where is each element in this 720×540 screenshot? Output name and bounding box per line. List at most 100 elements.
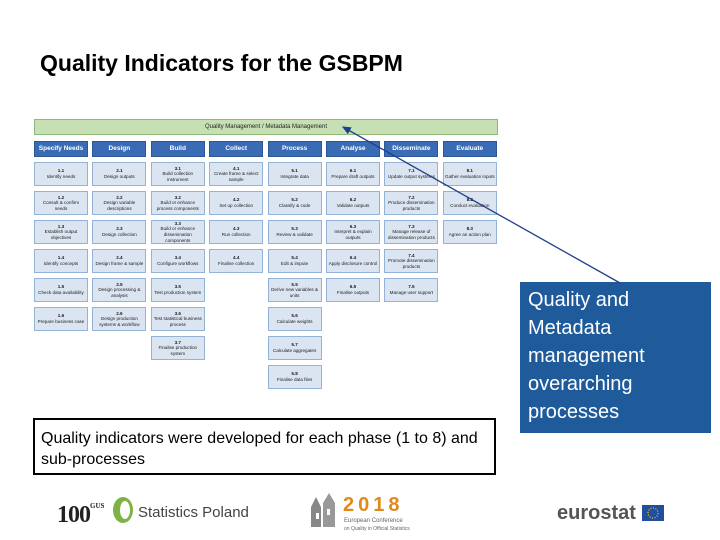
sub-process-id: 2.3 (116, 226, 123, 232)
sub-process-id: 5.1 (291, 168, 298, 174)
sub-process-box: 3.5 Test production system (150, 278, 205, 302)
sub-process-label: Test statistical business process (153, 316, 202, 327)
sub-process-label: Consult & confirm needs (42, 200, 80, 211)
sub-process-box: 7.2 Produce dissemination products (384, 191, 439, 215)
conference-castle-icon (311, 493, 335, 527)
sub-process-id: 2.6 (116, 310, 123, 316)
sub-process-box: 1.1 Identify needs (34, 162, 88, 186)
sub-process-id: 3.2 (174, 194, 181, 200)
conference-year: 2018 (343, 494, 404, 516)
sub-process-id: 3.7 (174, 339, 181, 345)
sub-process-label: Finalise collection (218, 261, 255, 266)
sub-process-label: Update output systems (387, 174, 435, 179)
phase-header: Specify Needs (34, 141, 88, 157)
sub-process-label: Finalise data files (276, 377, 313, 382)
sub-process-box: 3.6 Test statistical business process (150, 307, 205, 331)
phase-column: Disseminate 7.1 Update output systems 7.2 Pr… (384, 141, 439, 307)
sub-process-box: 4.4 Finalise collection (209, 249, 264, 273)
sub-process-id: 5.7 (291, 342, 298, 348)
sub-process-id: 2.1 (116, 168, 123, 174)
caption-box: Quality indicators were developed for ea… (33, 418, 496, 475)
centenary-sub: GUS (90, 502, 105, 510)
sub-process-box: 4.2 Set up collection (209, 191, 264, 215)
sub-process-box: 7.3 Manage release of dissemination produ… (384, 220, 439, 244)
slide-title: Quality Indicators for the GSBPM (40, 50, 403, 76)
quality-metadata-bar: Quality Management / Metadata Management (34, 119, 498, 135)
sub-process-id: 1.3 (57, 223, 65, 229)
sub-process-label: Check data availability (38, 290, 84, 295)
sub-process-id: 5.5 (291, 281, 298, 287)
gsbpm-diagram: Quality Management / Metadata Management… (34, 119, 498, 399)
phase-column: Analyse 6.1 Prepare draft outputs 6.2 Valida… (326, 141, 380, 307)
sub-process-box: 3.7 Finalise production system (150, 336, 205, 360)
phase-header: Design (92, 141, 147, 157)
sub-process-box: 5.4 Edit & impute (267, 249, 322, 273)
sub-process-id: 5.4 (291, 255, 298, 261)
sub-process-label: Run collection (221, 232, 251, 237)
sub-process-box: 5.3 Review & validate (267, 220, 322, 244)
sub-process-id: 3.4 (174, 255, 181, 261)
sub-process-label: Design outputs (104, 174, 135, 179)
sub-process-label: Design production systems & workflow (99, 316, 140, 327)
sub-process-box: 4.3 Run collection (209, 220, 264, 244)
sub-process-label: Finalise outputs (336, 290, 370, 295)
sub-process-id: 5.3 (291, 226, 298, 232)
sub-process-box: 6.4 Apply disclosure control (326, 249, 380, 273)
sub-process-label: Set up collection (219, 203, 254, 208)
sub-process-box: 6.2 Validate outputs (326, 191, 380, 215)
sub-process-id: 1.4 (57, 255, 65, 261)
sub-process-label: Manage release of dissemination products (387, 229, 435, 240)
sub-process-box: 1.5 Check data availability (34, 278, 88, 302)
phase-header: Build (150, 141, 205, 157)
footer-logos: 100GUS Statistics Poland 2018 European C… (0, 488, 720, 538)
sub-process-id: 4.4 (232, 255, 240, 261)
sub-process-label: Edit & impute (280, 261, 309, 266)
sub-process-box: 1.3 Establish output objectives (34, 220, 88, 244)
sub-process-id: 7.5 (408, 284, 415, 290)
sub-process-label: Manage user support (389, 290, 434, 295)
phase-column: Build 3.1 Build collection instrument 3.2 Bu… (150, 141, 205, 365)
caption-text: Quality indicators were developed for ea… (41, 430, 478, 468)
sub-process-label: Calculate weights (276, 319, 313, 324)
phase-column: Process 5.1 Integrate data 5.2 Classify & co… (267, 141, 322, 394)
sub-process-box: 8.3 Agree an action plan (442, 220, 497, 244)
sub-process-id: 1.5 (57, 284, 65, 290)
phase-header: Process (267, 141, 322, 157)
sub-process-label: Validate outputs (336, 203, 370, 208)
sub-process-id: 1.6 (57, 313, 65, 319)
sub-process-label: Build or enhance dissemination component… (160, 226, 196, 243)
sub-process-label: Identify needs (46, 174, 76, 179)
phase-header: Evaluate (442, 141, 497, 157)
sub-process-box: 5.6 Calculate weights (267, 307, 322, 331)
sub-process-box: 2.4 Design frame & sample (92, 249, 147, 273)
sub-process-label: Design collection (102, 232, 137, 237)
sub-process-box: 7.5 Manage user support (384, 278, 439, 302)
sub-process-label: Interpret & explain outputs (334, 229, 372, 240)
sub-process-box: 5.7 Calculate aggregates (267, 336, 322, 360)
sub-process-label: Configure workflows (157, 261, 199, 266)
sub-process-label: Apply disclosure control (328, 261, 378, 266)
sub-process-box: 2.5 Design processing & analysis (92, 278, 147, 302)
sub-process-id: 4.2 (232, 197, 240, 203)
sub-process-box: 8.2 Conduct evaluation (442, 191, 497, 215)
conference-name: European Conference (344, 518, 403, 524)
sub-process-box: 3.2 Build or enhance process components (150, 191, 205, 215)
phase-column: Specify Needs 1.1 Identify needs 1.2 Consult… (34, 141, 88, 336)
sub-process-label: Promote dissemination products (388, 258, 435, 269)
sub-process-box: 7.4 Promote dissemination products (384, 249, 439, 273)
phase-header: Collect (209, 141, 264, 157)
sub-process-box: 5.5 Derive new variables & units (267, 278, 322, 302)
sub-process-label: Produce dissemination products (388, 200, 435, 211)
sub-process-label: Derive new variables & units (271, 287, 319, 298)
callout-box: Quality and Metadata management overarch… (520, 282, 711, 433)
sub-process-label: Test production system (154, 290, 202, 295)
sub-process-label: Build or enhance process components (156, 200, 199, 211)
phase-header: Disseminate (384, 141, 439, 157)
sub-process-id: 6.5 (349, 284, 357, 290)
sub-process-label: Finalise production system (158, 345, 198, 356)
conference-subtitle: on Quality in Official Statistics (344, 526, 410, 532)
sub-process-id: 3.1 (174, 165, 181, 171)
sub-process-box: 5.8 Finalise data files (267, 365, 322, 389)
centenary-number: 100 (57, 502, 91, 528)
phase-column: Collect 4.1 Create frame & select sample 4.… (209, 141, 264, 278)
